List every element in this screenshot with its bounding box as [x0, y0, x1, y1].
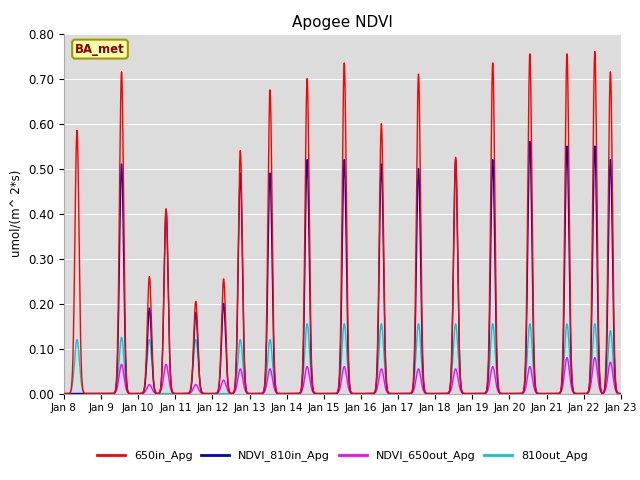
- Title: Apogee NDVI: Apogee NDVI: [292, 15, 393, 30]
- Text: BA_met: BA_met: [75, 43, 125, 56]
- Legend: 650in_Apg, NDVI_810in_Apg, NDVI_650out_Apg, 810out_Apg: 650in_Apg, NDVI_810in_Apg, NDVI_650out_A…: [93, 446, 592, 466]
- Y-axis label: umol/(m^ 2*s): umol/(m^ 2*s): [10, 170, 23, 257]
